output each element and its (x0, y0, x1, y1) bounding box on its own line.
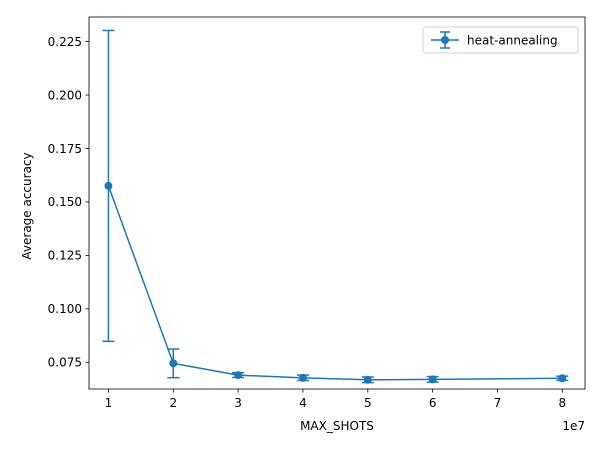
data-point (428, 375, 437, 384)
legend-frame (422, 26, 579, 54)
data-point (234, 371, 243, 380)
x-tick-label: 3 (234, 396, 242, 410)
y-tick-label: 0.075 (48, 356, 82, 370)
y-tick-label: 0.100 (48, 302, 82, 316)
y-tick-label: 0.125 (48, 249, 82, 263)
y-tick-label: 0.200 (48, 88, 82, 102)
x-tick-label: 2 (169, 396, 177, 410)
axes-frame (88, 16, 586, 390)
y-tick-label: 0.175 (48, 142, 82, 156)
x-tick-label: 1 (105, 396, 113, 410)
x-axis-label: MAX_SHOTS (300, 419, 374, 433)
data-point (558, 374, 567, 383)
data-point (104, 181, 113, 190)
x-tick-label: 4 (299, 396, 307, 410)
y-tick-label: 0.225 (48, 35, 82, 49)
legend-label: heat-annealing (467, 33, 558, 47)
data-point (298, 373, 307, 382)
x-tick-label: 6 (429, 396, 437, 410)
x-tick-label: 7 (494, 396, 502, 410)
x-tick-label: 8 (558, 396, 566, 410)
legend: heat-annealing (422, 26, 579, 54)
y-tick-label: 0.150 (48, 195, 82, 209)
data-point (169, 359, 178, 368)
x-axis-offset-label: 1e7 (562, 419, 585, 433)
axes: 1 2 3 4 5 6 7 8 0.075 0.100 0.125 0.150 0.175 0.200 0.… (48, 16, 586, 410)
legend-marker (441, 36, 449, 44)
y-axis-label: Average accuracy (20, 152, 34, 259)
x-tick-label: 5 (364, 396, 372, 410)
data-point (363, 375, 372, 384)
plot-area (102, 29, 569, 384)
